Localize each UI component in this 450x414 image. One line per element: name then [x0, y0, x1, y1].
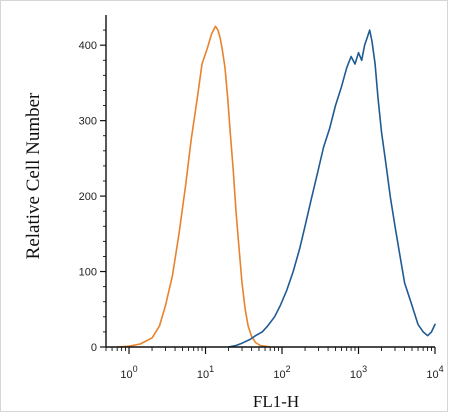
x-axis-ticks: 100 101 102 103 104: [120, 347, 444, 381]
x-axis-minor-ticks: [105, 347, 432, 351]
x-tick-label: 101: [197, 364, 214, 381]
y-axis-label: Relative Cell Number: [23, 92, 44, 259]
series-layer: [116, 25, 436, 348]
y-tick-label: 0: [91, 342, 97, 354]
x-tick-label: 100: [120, 364, 137, 381]
x-axis-label: FL1-H: [253, 392, 299, 411]
series-line-1: [116, 25, 272, 348]
x-tick-label: 104: [426, 364, 443, 381]
x-tick-label: 103: [350, 364, 367, 381]
x-tick-label: 102: [273, 364, 290, 381]
y-tick-label: 200: [79, 191, 97, 203]
y-tick-label: 100: [79, 267, 97, 279]
y-axis-ticks: 0 100 200 300 400: [79, 40, 106, 354]
y-tick-label: 400: [79, 40, 97, 52]
series-line-2: [227, 29, 436, 348]
y-tick-label: 300: [79, 116, 97, 128]
